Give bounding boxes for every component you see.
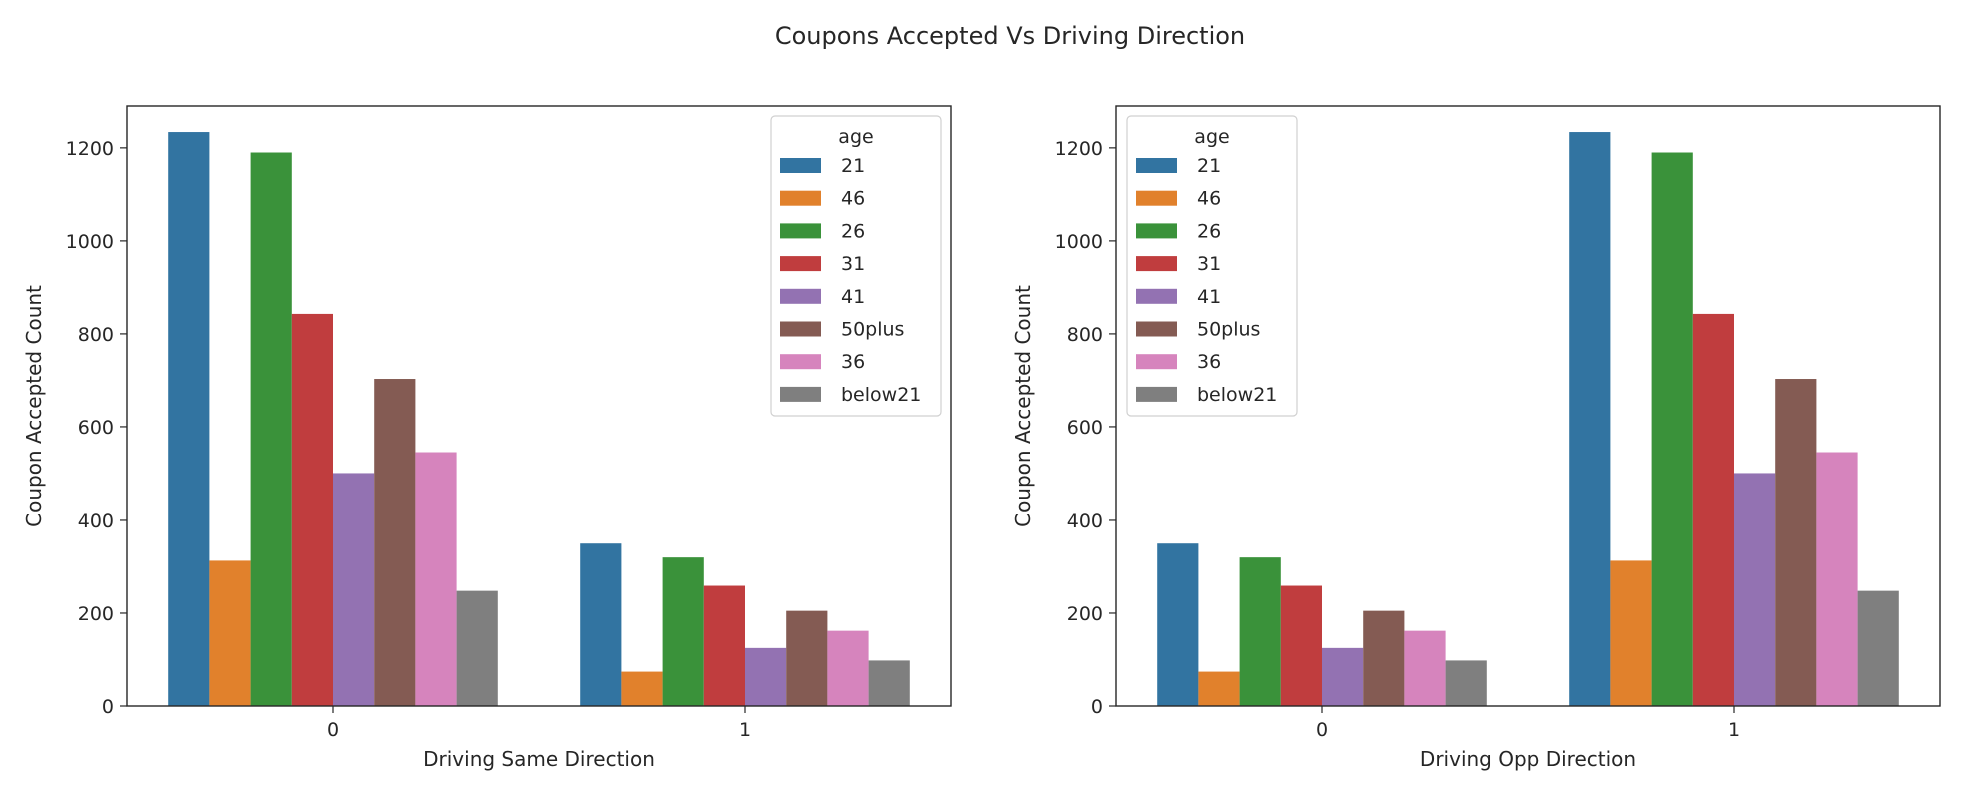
y-tick-label: 600	[78, 417, 114, 439]
legend-label-41: 41	[841, 286, 865, 308]
y-tick-label: 600	[1067, 417, 1103, 439]
bar-36-cat-1	[1816, 452, 1858, 706]
bar-46-cat-1	[621, 671, 663, 706]
legend-swatch-31	[1136, 256, 1177, 272]
legend-label-below21: below21	[841, 384, 921, 406]
bar-41-cat-1	[745, 647, 787, 706]
legend-label-21: 21	[841, 155, 865, 177]
legend-swatch-below21	[780, 386, 821, 402]
y-tick-label: 800	[1067, 324, 1103, 346]
bar-36-cat-0	[415, 452, 457, 706]
legend-label-46: 46	[841, 188, 865, 210]
bar-21-cat-0	[1157, 543, 1199, 706]
bar-31-cat-0	[1280, 585, 1322, 706]
y-tick-label: 400	[1067, 510, 1103, 532]
legend-label-31: 31	[1197, 253, 1221, 275]
bar-21-cat-0	[168, 132, 210, 707]
x-tick-label: 1	[739, 719, 751, 741]
legend-swatch-46	[1136, 190, 1177, 206]
legend-swatch-41	[780, 288, 821, 304]
bar-21-cat-1	[1569, 132, 1611, 707]
axes-frame	[126, 105, 952, 707]
legend-swatch-36	[1136, 354, 1177, 370]
legend-label-36: 36	[841, 351, 865, 373]
legend-label-26: 26	[1197, 220, 1221, 242]
x-axis-label: Driving Opp Direction	[1420, 747, 1636, 771]
legend-label-46: 46	[1197, 188, 1221, 210]
legend-swatch-below21	[1136, 386, 1177, 402]
bar-31-cat-1	[703, 585, 745, 706]
legend-label-41: 41	[1197, 286, 1221, 308]
figure-suptitle: Coupons Accepted Vs Driving Direction	[775, 22, 1245, 50]
bar-41-cat-1	[1734, 473, 1776, 706]
legend-swatch-41	[1136, 288, 1177, 304]
y-tick-label: 1200	[66, 138, 114, 160]
bar-31-cat-0	[291, 313, 333, 706]
y-tick-label: 0	[1091, 696, 1103, 718]
y-tick-label: 1200	[1055, 138, 1103, 160]
x-tick-label: 0	[1316, 719, 1328, 741]
y-tick-label: 200	[1067, 603, 1103, 625]
legend-label-26: 26	[841, 220, 865, 242]
x-tick-label: 0	[327, 719, 339, 741]
legend-swatch-26	[780, 223, 821, 239]
bar-below21-cat-1	[868, 660, 910, 706]
bar-50plus-cat-0	[374, 379, 416, 706]
legend-label-21: 21	[1197, 155, 1221, 177]
bar-46-cat-0	[1198, 671, 1240, 706]
legend-swatch-21	[780, 158, 821, 173]
y-tick-label: 400	[78, 510, 114, 532]
bar-below21-cat-1	[1857, 590, 1899, 706]
bar-36-cat-0	[1404, 630, 1446, 706]
subplot-1: 0 200 400 600 800 1000 1200 0 1 Driving Same Dire…	[22, 105, 952, 771]
y-tick-label: 1000	[1055, 231, 1103, 253]
bar-26-cat-0	[1239, 557, 1281, 706]
y-axis-label: Coupon Accepted Count	[22, 285, 46, 527]
subplot-2: 0 200 400 600 800 1000 1200 0 1 Driving Opp Direc…	[1011, 105, 1941, 771]
legend-swatch-21	[1136, 158, 1177, 173]
y-axis-label: Coupon Accepted Count	[1011, 285, 1035, 527]
bar-below21-cat-0	[1445, 660, 1487, 706]
legend-title: age	[1194, 126, 1229, 148]
legend-label-36: 36	[1197, 351, 1221, 373]
bar-26-cat-1	[662, 557, 704, 706]
y-tick-label: 800	[78, 324, 114, 346]
legend-swatch-31	[780, 256, 821, 272]
bar-36-cat-1	[827, 630, 869, 706]
legend-label-50plus: 50plus	[1197, 319, 1260, 341]
legend-swatch-36	[780, 354, 821, 370]
legend-label-50plus: 50plus	[841, 319, 904, 341]
x-axis-label: Driving Same Direction	[423, 747, 655, 771]
bar-50plus-cat-1	[1775, 379, 1817, 706]
bar-46-cat-0	[209, 560, 251, 706]
bar-21-cat-1	[580, 543, 622, 706]
legend-swatch-50plus	[780, 321, 821, 337]
axes-frame	[1115, 105, 1941, 707]
y-tick-label: 1000	[66, 231, 114, 253]
legend: age 21 46 26 31 41 50plus 36 below21	[1126, 115, 1298, 417]
x-tick-label: 1	[1728, 719, 1740, 741]
legend-swatch-46	[780, 190, 821, 206]
legend-label-below21: below21	[1197, 384, 1277, 406]
legend-title: age	[838, 126, 873, 148]
legend-label-31: 31	[841, 253, 865, 275]
legend-swatch-26	[1136, 223, 1177, 239]
bar-46-cat-1	[1610, 560, 1652, 706]
bar-50plus-cat-0	[1363, 610, 1405, 706]
bar-31-cat-1	[1692, 313, 1734, 706]
y-tick-label: 0	[102, 696, 114, 718]
y-tick-label: 200	[78, 603, 114, 625]
bar-26-cat-0	[250, 152, 292, 706]
bar-26-cat-1	[1651, 152, 1693, 706]
legend-swatch-50plus	[1136, 321, 1177, 337]
bar-41-cat-0	[1322, 647, 1364, 706]
bar-below21-cat-0	[456, 590, 498, 706]
legend: age 21 46 26 31 41 50plus 36 below21	[770, 115, 942, 417]
bar-41-cat-0	[333, 473, 375, 706]
bar-50plus-cat-1	[786, 610, 828, 706]
